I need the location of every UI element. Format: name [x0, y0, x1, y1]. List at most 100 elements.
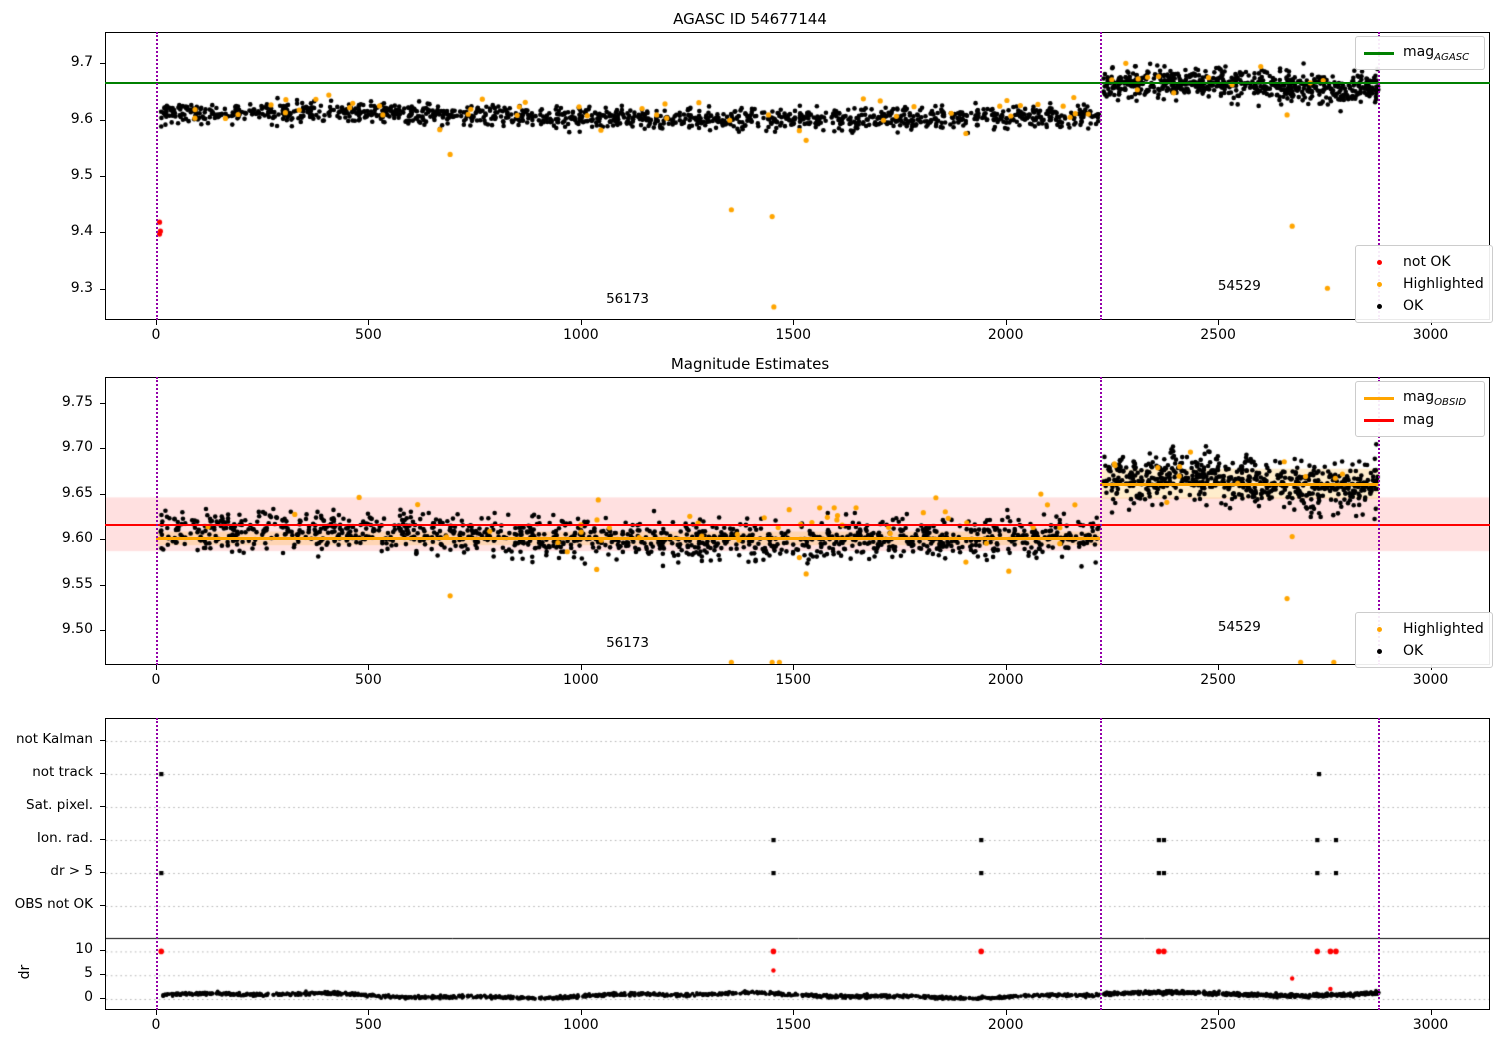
panel3-xtick — [1005, 1010, 1007, 1015]
panel1-xtick-label: 1000 — [563, 327, 599, 343]
legend-dot — [1376, 626, 1382, 632]
legend-dot — [1376, 259, 1382, 265]
panel3-ytick-label: Sat. pixel. — [26, 797, 93, 813]
legend-dot — [1376, 303, 1382, 309]
panel1-ytick-label: 9.7 — [70, 54, 93, 71]
panel1-ytick-label: 9.6 — [70, 110, 93, 127]
panel1-xtick-label: 3000 — [1412, 327, 1449, 343]
panel3-dr-tick-label: 10 — [75, 941, 93, 958]
panel3-dr-tick-label: 5 — [84, 965, 93, 982]
legend-entry: magOBSID — [1364, 387, 1476, 409]
panel2-axes — [105, 377, 1490, 665]
panel1-ytick-label: 9.5 — [70, 167, 93, 183]
panel2-legend-bottom: Highlighted OK — [1355, 612, 1493, 668]
panel1-ytick — [100, 119, 105, 121]
legend-dot-swatch — [1364, 626, 1394, 632]
panel2-xtick-label: 1500 — [775, 672, 812, 688]
panel1-xtick-label: 0 — [151, 327, 161, 343]
panel3-xtick — [368, 1010, 370, 1015]
panel3-ytick — [100, 839, 105, 840]
panel2-ytick — [100, 493, 105, 495]
panel1-xtick — [793, 320, 795, 325]
panel2-xtick-label: 2500 — [1200, 672, 1236, 688]
legend-dot — [1376, 281, 1382, 287]
legend-label: not OK — [1403, 254, 1451, 270]
panel3-dr-tick — [100, 950, 105, 952]
panel2-xtick-label: 3000 — [1412, 672, 1449, 688]
panel3-dr-tick-label: 0 — [84, 989, 93, 1005]
panel2-xtick-label: 1000 — [563, 672, 599, 688]
panel3-xtick-label: 0 — [151, 1017, 161, 1033]
legend-line-swatch — [1364, 51, 1394, 55]
panel1-legend-bottom: not OK Highlighted OK — [1355, 245, 1493, 323]
panel2-xtick — [1005, 665, 1007, 670]
panel2-obsid-divider — [1378, 377, 1381, 665]
panel2-xtick — [1218, 665, 1220, 670]
panel3-ytick-label: not Kalman — [15, 731, 93, 747]
legend-entry: Highlighted — [1364, 273, 1484, 295]
panel1-ytick — [100, 288, 105, 290]
panel1-obsid-divider — [155, 32, 158, 320]
legend-dot-swatch — [1364, 259, 1394, 265]
legend-label: OK — [1403, 643, 1424, 659]
panel3-obsid-divider — [155, 718, 158, 1010]
panel1-xtick-label: 2500 — [1200, 327, 1236, 343]
panel3-xtick — [155, 1010, 157, 1015]
legend-line-swatch — [1364, 418, 1394, 422]
panel1-xtick — [368, 320, 370, 325]
panel2-xtick — [580, 665, 582, 670]
legend-dot-swatch — [1364, 648, 1394, 654]
legend-entry: OK — [1364, 640, 1484, 662]
legend-dot-swatch — [1364, 281, 1394, 287]
panel1-xtick — [1218, 320, 1220, 325]
panel1-xtick-label: 2000 — [987, 327, 1024, 343]
panel1-xtick-label: 500 — [355, 327, 382, 343]
panel2-mag-obsid-line — [1099, 482, 1379, 486]
legend-entry: Highlighted — [1364, 618, 1484, 640]
panel2-ytick-label: 9.70 — [61, 439, 93, 456]
panel2-ytick-label: 9.55 — [61, 575, 93, 592]
panel3-ytick — [100, 806, 105, 807]
legend-entry: OK — [1364, 295, 1484, 317]
panel2-obsid-label: 56173 — [606, 634, 650, 651]
panel3-ytick-label: dr > 5 — [50, 863, 93, 879]
panel1-obsid-divider — [1378, 32, 1381, 320]
panel1-obsid-divider — [1099, 32, 1102, 320]
panel3-xtick-label: 2500 — [1200, 1017, 1236, 1033]
panel2-ytick — [100, 584, 105, 586]
legend-label: magAGASC — [1403, 43, 1470, 63]
legend-dot-swatch — [1364, 303, 1394, 309]
panel3-obsid-divider — [1099, 718, 1102, 1010]
panel2-obsid-divider — [155, 377, 158, 665]
panel3-ytick-label: Ion. rad. — [36, 830, 93, 846]
legend-label: mag — [1403, 412, 1435, 428]
panel3-dr-axis-label: dr — [17, 964, 33, 980]
panel1-ytick — [100, 63, 105, 65]
panel2-ytick-label: 9.75 — [61, 393, 93, 410]
panel3-xtick-label: 1000 — [563, 1017, 599, 1033]
panel1-axes — [105, 32, 1490, 320]
panel3-ytick-label: OBS not OK — [14, 896, 93, 912]
panel2-mag-line — [105, 523, 1490, 526]
panel3-obsid-divider — [1378, 718, 1381, 1010]
panel1-xtick — [580, 320, 582, 325]
panel2-ytick — [100, 448, 105, 450]
panel2-xtick-label: 500 — [355, 672, 382, 688]
panel2-ytick — [100, 539, 105, 541]
panel1-ytick-label: 9.4 — [70, 223, 93, 240]
panel2-xtick-label: 0 — [151, 672, 161, 688]
legend-line-swatch — [1364, 396, 1394, 400]
legend-entry: not OK — [1364, 251, 1484, 273]
panel2-ytick — [100, 630, 105, 632]
panel2-mag-obsid-line — [155, 537, 1100, 541]
panel1-xtick-label: 1500 — [775, 327, 812, 343]
panel3-xtick — [580, 1010, 582, 1015]
panel3-ytick — [100, 740, 105, 741]
legend-label: magOBSID — [1403, 388, 1467, 408]
panel2-obsid-label: 54529 — [1217, 619, 1261, 636]
panel1-xtick — [1005, 320, 1007, 325]
panel3-dr-tick — [100, 998, 105, 999]
legend-entry: mag — [1364, 409, 1476, 431]
panel3-ytick — [100, 905, 105, 906]
panel2-obsid-divider — [1099, 377, 1102, 665]
